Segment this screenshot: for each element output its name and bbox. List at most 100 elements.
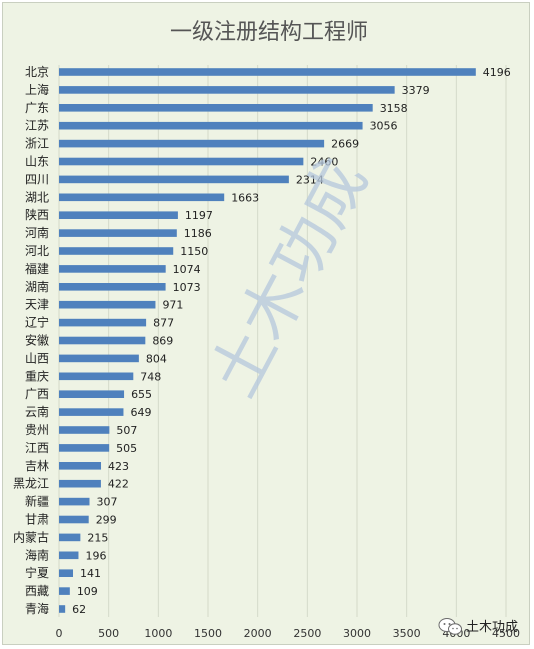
bar — [59, 247, 174, 255]
bar-chart: 一级注册结构工程师 北京上海广东江苏浙江山东四川湖北陕西河南河北福建湖南天津辽宁… — [13, 20, 520, 640]
bar — [59, 515, 89, 524]
category-label: 天津 — [25, 298, 49, 312]
bar — [59, 175, 289, 184]
x-tick-label: 1500 — [194, 627, 222, 640]
bar — [59, 139, 325, 148]
bar — [59, 229, 177, 237]
bar — [59, 426, 110, 434]
x-tick-label: 2000 — [244, 627, 272, 640]
brand-name: 土木功成 — [466, 620, 518, 635]
bar — [59, 336, 146, 345]
data-label: 507 — [116, 424, 137, 437]
data-label: 505 — [116, 442, 137, 455]
x-tick-label: 500 — [98, 627, 119, 640]
category-label: 内蒙古 — [13, 529, 49, 544]
bar — [59, 193, 225, 202]
bar — [59, 283, 166, 291]
category-label: 浙江 — [25, 137, 49, 151]
x-tick-label: 3000 — [343, 627, 371, 640]
category-label: 江苏 — [25, 119, 49, 133]
category-label: 湖北 — [25, 189, 49, 204]
category-label: 青海 — [25, 601, 49, 616]
category-label: 海南 — [25, 547, 49, 562]
category-label: 福建 — [25, 261, 49, 276]
data-label: 1150 — [180, 245, 208, 258]
x-tick-label: 4500 — [492, 627, 520, 640]
data-label: 649 — [130, 406, 151, 419]
data-label: 1073 — [173, 281, 201, 294]
data-label: 1186 — [184, 227, 212, 240]
bar — [59, 211, 178, 219]
category-label: 河北 — [25, 244, 49, 258]
category-label: 重庆 — [25, 369, 49, 383]
category-label: 河南 — [25, 225, 49, 240]
data-label: 655 — [131, 388, 152, 401]
bar — [59, 533, 81, 542]
data-label: 423 — [108, 460, 129, 473]
data-label: 1074 — [173, 263, 201, 276]
category-label: 云南 — [25, 404, 49, 419]
category-label: 广东 — [25, 101, 49, 115]
bar — [59, 157, 304, 166]
category-label: 吉林 — [25, 459, 49, 473]
data-label: 141 — [80, 567, 101, 580]
data-label: 109 — [77, 585, 98, 598]
chart-frame: 一级注册结构工程师 北京 上海 广东 江苏 浙江 山东 四川 湖北 陕西 河南 河北 福建 湖南 天津 辽宁… — [2, 2, 530, 645]
category-label: 安徽 — [25, 333, 49, 348]
bar — [59, 479, 101, 488]
data-label: 1663 — [231, 191, 259, 204]
bar — [59, 551, 79, 560]
data-label: 3056 — [370, 120, 398, 133]
bar — [59, 121, 363, 130]
bar — [59, 86, 395, 94]
bar — [59, 390, 125, 398]
data-label: 1197 — [185, 209, 213, 222]
value-labels: 4196 3379 3158 3056 2669 2460 2314 1663 1197 1186… — [72, 66, 511, 616]
data-label: 2314 — [296, 173, 324, 186]
category-label: 陕西 — [25, 207, 49, 222]
data-label: 3379 — [402, 84, 430, 97]
category-label: 四川 — [25, 172, 49, 186]
bar — [59, 408, 124, 416]
x-tick-label: 0 — [56, 627, 63, 640]
data-label: 4196 — [483, 66, 511, 79]
bar — [59, 444, 110, 452]
category-label: 山西 — [25, 351, 49, 365]
bar — [59, 497, 90, 506]
bar — [59, 318, 147, 327]
category-label: 宁夏 — [25, 565, 49, 580]
data-label: 748 — [140, 370, 161, 383]
category-label: 广西 — [25, 387, 49, 401]
category-label: 黑龙江 — [13, 477, 49, 491]
category-label: 新疆 — [25, 494, 49, 509]
category-label: 甘肃 — [25, 513, 49, 527]
category-label: 贵州 — [25, 423, 49, 437]
category-label: 辽宁 — [25, 315, 49, 330]
data-label: 877 — [153, 317, 174, 330]
chart-title: 一级注册结构工程师 — [170, 20, 368, 45]
data-label: 2669 — [331, 138, 359, 151]
x-tick-label: 1000 — [144, 627, 172, 640]
category-label: 江西 — [25, 441, 49, 455]
data-label: 804 — [146, 352, 167, 365]
brand-badge: 土木功成 — [438, 618, 518, 635]
data-label: 869 — [152, 335, 173, 348]
bar — [59, 587, 70, 595]
bar — [59, 68, 476, 76]
bar — [59, 354, 139, 363]
bar — [59, 462, 102, 470]
category-labels: 北京上海广东江苏浙江山东四川湖北陕西河南河北福建湖南天津辽宁安徽山西重庆广西云南… — [13, 65, 49, 616]
data-label: 3158 — [380, 102, 408, 115]
data-label: 307 — [96, 496, 117, 509]
category-label: 上海 — [25, 82, 49, 97]
x-tick-label: 2500 — [293, 627, 321, 640]
grid-lines — [58, 65, 507, 617]
bar — [59, 300, 156, 309]
data-label: 299 — [96, 514, 117, 527]
wechat-icon — [438, 618, 462, 635]
data-label: 62 — [72, 603, 86, 616]
data-label: 2460 — [310, 156, 338, 169]
data-label: 422 — [108, 478, 129, 491]
category-label: 西藏 — [25, 584, 49, 598]
data-label: 215 — [87, 531, 108, 544]
